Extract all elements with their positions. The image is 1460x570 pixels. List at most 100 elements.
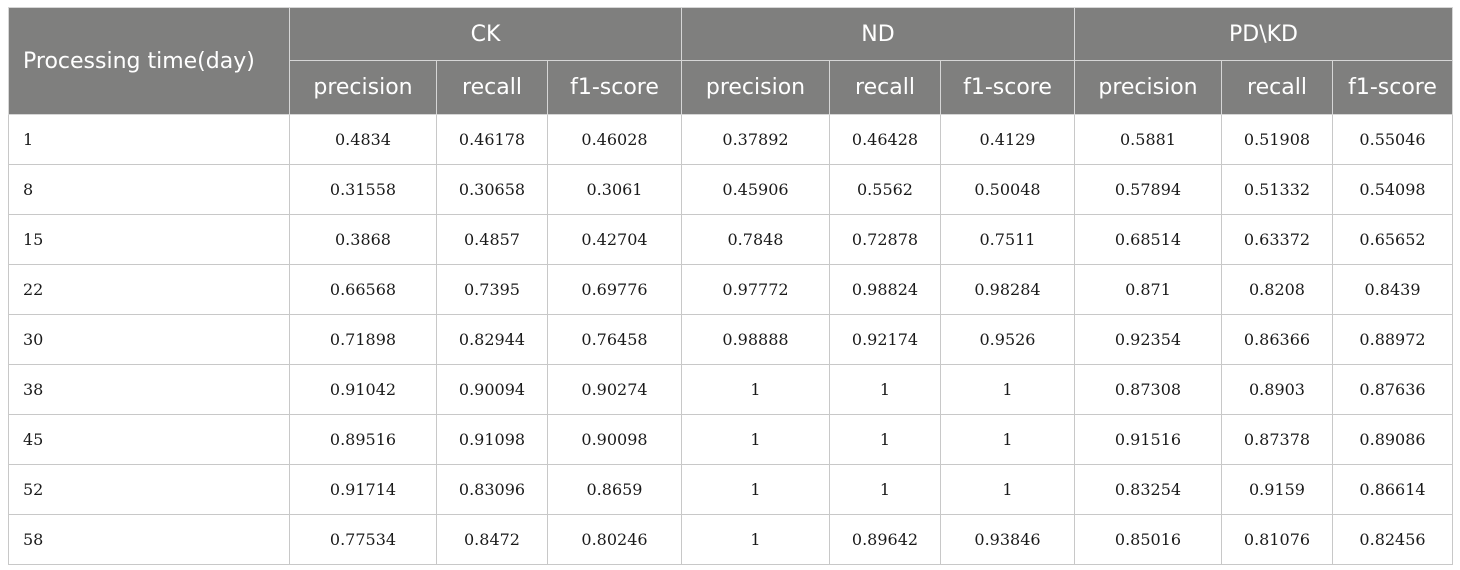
value-cell: 0.30658 (436, 164, 548, 215)
table-row: 8 0.31558 0.30658 0.3061 0.45906 0.5562 0.5004… (8, 164, 1454, 215)
value-cell: 0.92174 (829, 314, 941, 365)
group-header-nd: ND (681, 7, 1075, 61)
processing-time-cell: 58 (8, 514, 290, 565)
value-cell: 0.91714 (289, 464, 437, 515)
value-cell: 0.89086 (1331, 414, 1454, 465)
processing-time-cell: 52 (8, 464, 290, 515)
value-cell: 0.98888 (681, 314, 830, 365)
value-cell: 0.98284 (940, 264, 1075, 315)
value-cell: 1 (681, 364, 830, 415)
value-cell: 0.46428 (829, 114, 941, 165)
group-header-pdkd: PD\KD (1073, 7, 1454, 61)
value-cell: 0.87308 (1074, 364, 1222, 415)
value-cell: 0.91098 (436, 414, 548, 465)
metric-header-row: precision recall f1-score precision reca… (9, 60, 1454, 115)
value-cell: 0.55046 (1331, 114, 1454, 165)
value-cell: 0.8903 (1221, 364, 1333, 415)
value-cell: 0.3061 (547, 164, 682, 215)
metric-header: recall (436, 60, 548, 115)
value-cell: 0.86614 (1331, 464, 1454, 515)
value-cell: 0.5881 (1074, 114, 1222, 165)
value-cell: 0.63372 (1221, 214, 1333, 265)
value-cell: 0.7848 (681, 214, 830, 265)
table-row: 38 0.91042 0.90094 0.90274 1 1 1 0.87308 0.8903 0… (8, 364, 1454, 415)
value-cell: 0.9526 (940, 314, 1075, 365)
metric-header: precision (681, 60, 830, 115)
processing-time-header: Processing time(day) (8, 7, 290, 115)
value-cell: 0.7511 (940, 214, 1075, 265)
value-cell: 0.4857 (436, 214, 548, 265)
metric-header: f1-score (1331, 60, 1454, 115)
value-cell: 0.91516 (1074, 414, 1222, 465)
processing-time-cell: 15 (8, 214, 290, 265)
value-cell: 0.51908 (1221, 114, 1333, 165)
value-cell: 0.80246 (547, 514, 682, 565)
value-cell: 1 (940, 364, 1075, 415)
value-cell: 0.92354 (1074, 314, 1222, 365)
value-cell: 0.8472 (436, 514, 548, 565)
metric-header: f1-score (940, 60, 1075, 115)
value-cell: 0.65652 (1331, 214, 1454, 265)
value-cell: 0.54098 (1331, 164, 1454, 215)
table-row: 22 0.66568 0.7395 0.69776 0.97772 0.98824 0.98… (8, 264, 1454, 315)
value-cell: 0.37892 (681, 114, 830, 165)
value-cell: 0.7395 (436, 264, 548, 315)
value-cell: 0.42704 (547, 214, 682, 265)
metric-header: precision (289, 60, 437, 115)
value-cell: 0.8208 (1221, 264, 1333, 315)
value-cell: 0.5562 (829, 164, 941, 215)
processing-time-cell: 38 (8, 364, 290, 415)
value-cell: 0.87378 (1221, 414, 1333, 465)
group-header-ck: CK (289, 7, 682, 61)
table-row: 1 0.4834 0.46178 0.46028 0.37892 0.46428 0.412… (8, 114, 1454, 165)
value-cell: 0.86366 (1221, 314, 1333, 365)
value-cell: 0.90274 (547, 364, 682, 415)
metric-header: recall (1221, 60, 1333, 115)
value-cell: 0.91042 (289, 364, 437, 415)
value-cell: 0.46178 (436, 114, 548, 165)
value-cell: 0.45906 (681, 164, 830, 215)
value-cell: 0.83254 (1074, 464, 1222, 515)
value-cell: 1 (829, 364, 941, 415)
value-cell: 0.90098 (547, 414, 682, 465)
value-cell: 0.81076 (1221, 514, 1333, 565)
value-cell: 0.72878 (829, 214, 941, 265)
processing-time-cell: 30 (8, 314, 290, 365)
processing-time-cell: 1 (8, 114, 290, 165)
table-row: 45 0.89516 0.91098 0.90098 1 1 1 0.91516 0.87378… (8, 414, 1454, 465)
value-cell: 0.51332 (1221, 164, 1333, 215)
value-cell: 0.93846 (940, 514, 1075, 565)
value-cell: 0.9159 (1221, 464, 1333, 515)
value-cell: 0.46028 (547, 114, 682, 165)
value-cell: 0.89516 (289, 414, 437, 465)
value-cell: 0.87636 (1331, 364, 1454, 415)
table-row: 52 0.91714 0.83096 0.8659 1 1 1 0.83254 0.9159 0.… (8, 464, 1454, 515)
value-cell: 0.76458 (547, 314, 682, 365)
processing-time-cell: 8 (8, 164, 290, 215)
value-cell: 1 (681, 514, 830, 565)
table-row: 58 0.77534 0.8472 0.80246 1 0.89642 0.93846 0.8… (8, 514, 1454, 565)
metric-header: recall (829, 60, 941, 115)
value-cell: 0.8659 (547, 464, 682, 515)
value-cell: 0.66568 (289, 264, 437, 315)
value-cell: 1 (940, 414, 1075, 465)
value-cell: 0.82944 (436, 314, 548, 365)
value-cell: 0.90094 (436, 364, 548, 415)
results-table-container: Processing time(day) CK ND PD\KD precisi… (8, 7, 1454, 565)
table-row: 15 0.3868 0.4857 0.42704 0.7848 0.72878 0.7511… (8, 214, 1454, 265)
value-cell: 0.871 (1074, 264, 1222, 315)
value-cell: 0.8439 (1331, 264, 1454, 315)
value-cell: 0.31558 (289, 164, 437, 215)
value-cell: 0.69776 (547, 264, 682, 315)
value-cell: 0.97772 (681, 264, 830, 315)
value-cell: 0.89642 (829, 514, 941, 565)
value-cell: 0.3868 (289, 214, 437, 265)
value-cell: 0.85016 (1074, 514, 1222, 565)
value-cell: 0.50048 (940, 164, 1075, 215)
results-table: Processing time(day) CK ND PD\KD precisi… (8, 7, 1454, 565)
value-cell: 0.83096 (436, 464, 548, 515)
table-body: 1 0.4834 0.46178 0.46028 0.37892 0.46428 0.412… (8, 114, 1454, 565)
value-cell: 1 (681, 414, 830, 465)
value-cell: 1 (829, 464, 941, 515)
value-cell: 0.4129 (940, 114, 1075, 165)
